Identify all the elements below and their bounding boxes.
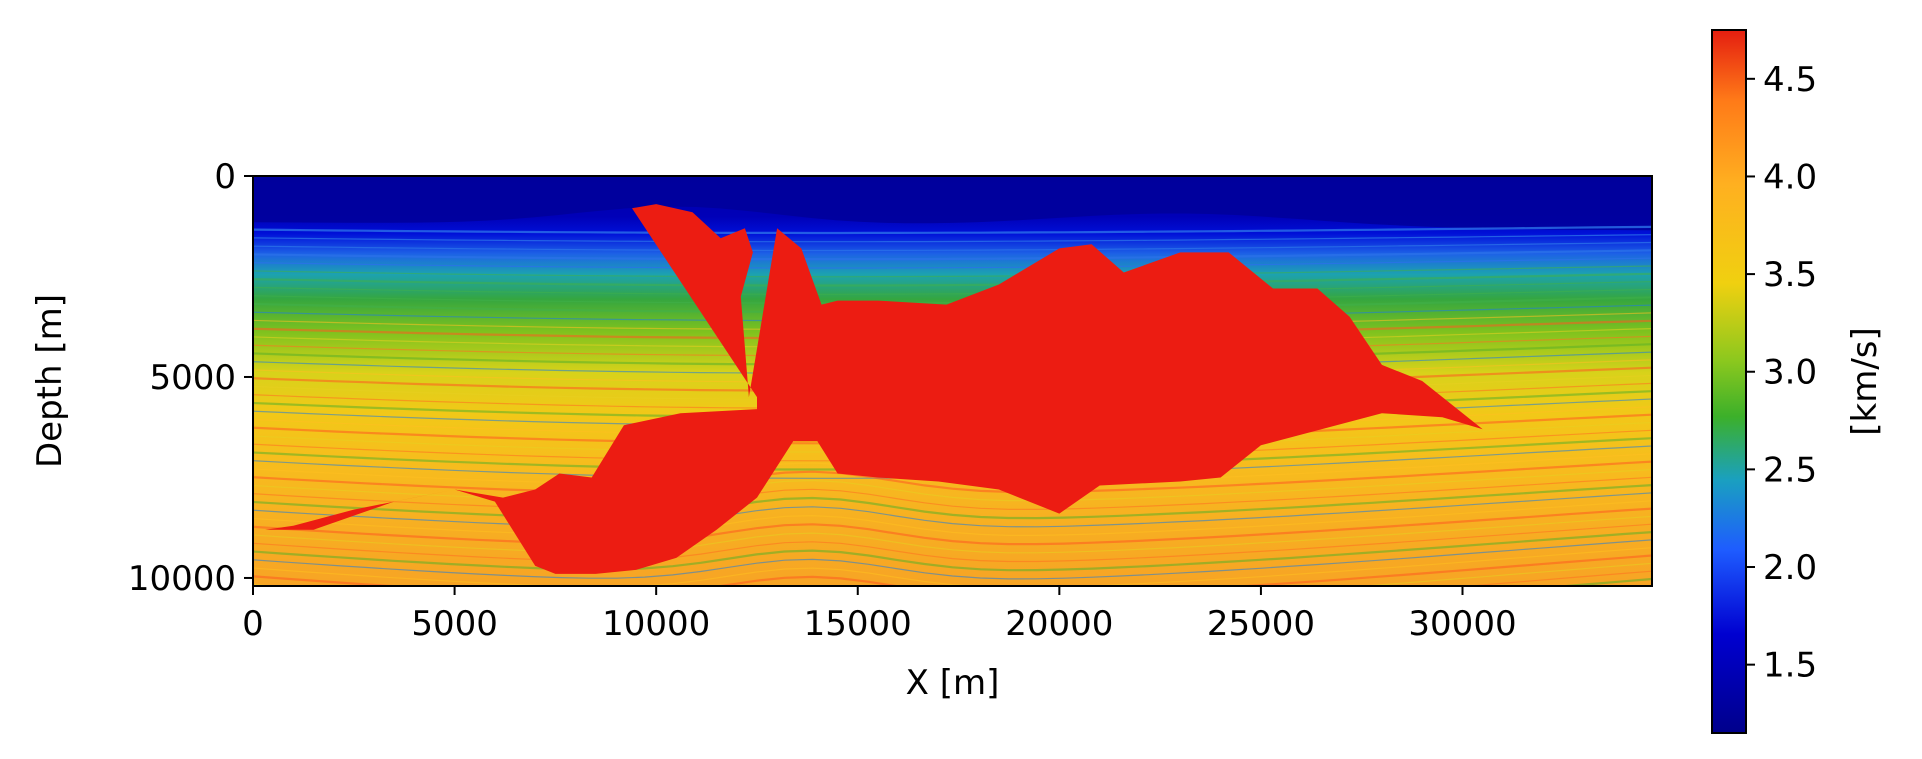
plot-frame [252,175,1653,587]
colorbar-tick-label: 4.0 [1763,157,1817,197]
sediment-horizon [253,476,1652,511]
sediment-horizon [253,539,1652,580]
x-axis: 0 5000 10000 15000 20000 25000 30000 [242,586,1517,644]
colorbar-tick-label: 2.5 [1763,450,1817,490]
colorbar-tick-label: 1.5 [1763,646,1817,686]
x-tick-label: 30000 [1408,604,1516,644]
sediment-horizon [253,265,1652,278]
sediment-horizon [253,531,1652,572]
y-axis-label: Depth [m] [30,294,70,468]
sediment-horizon [253,460,1652,494]
colorbar-tick-label: 2.0 [1763,548,1817,588]
x-tick-label: 10000 [602,604,710,644]
x-tick-label: 15000 [804,604,912,644]
x-tick-label: 20000 [1005,604,1113,644]
x-tick-label: 25000 [1207,604,1315,644]
x-axis-label: X [m] [906,663,1000,703]
sediment-horizon [253,492,1652,528]
sediment-horizon [253,249,1652,261]
sediment-horizon [253,554,1652,586]
colorbar: 1.5 2.0 2.5 3.0 3.5 4.0 4.5 [km/s] [1711,29,1885,734]
x-tick-label: 0 [242,604,264,644]
sediment-horizon [253,241,1652,252]
plot-area [253,176,1652,586]
sediment-horizon [253,272,1652,287]
colorbar-tick-label: 4.5 [1763,60,1817,100]
colorbar-tick-label: 3.0 [1763,353,1817,393]
y-tick-label: 10000 [128,559,236,599]
sediment-horizon [253,257,1652,269]
sediment-horizon [253,507,1652,546]
sediment-horizon [253,484,1652,520]
x-tick-label: 5000 [411,604,498,644]
sediment-horizon [253,281,1652,295]
sediment-horizon [253,515,1652,554]
y-axis: 0 5000 10000 [128,157,253,599]
sediment-horizon [253,547,1652,586]
salt-body [265,204,1483,574]
sediment-horizon [253,225,1652,235]
sediment-horizon [253,562,1652,586]
sediment-horizon [253,500,1652,536]
colorbar-gradient [1711,29,1747,734]
y-tick-label: 5000 [149,358,236,398]
water-layer [253,176,1652,231]
sediment-horizon [253,234,1652,243]
sediment-horizon [253,523,1652,563]
colorbar-ticks: 1.5 2.0 2.5 3.0 3.5 4.0 4.5 [1746,60,1817,686]
colorbar-tick-label: 3.5 [1763,255,1817,295]
y-tick-label: 0 [214,157,236,197]
colorbar-label: [km/s] [1845,327,1885,436]
